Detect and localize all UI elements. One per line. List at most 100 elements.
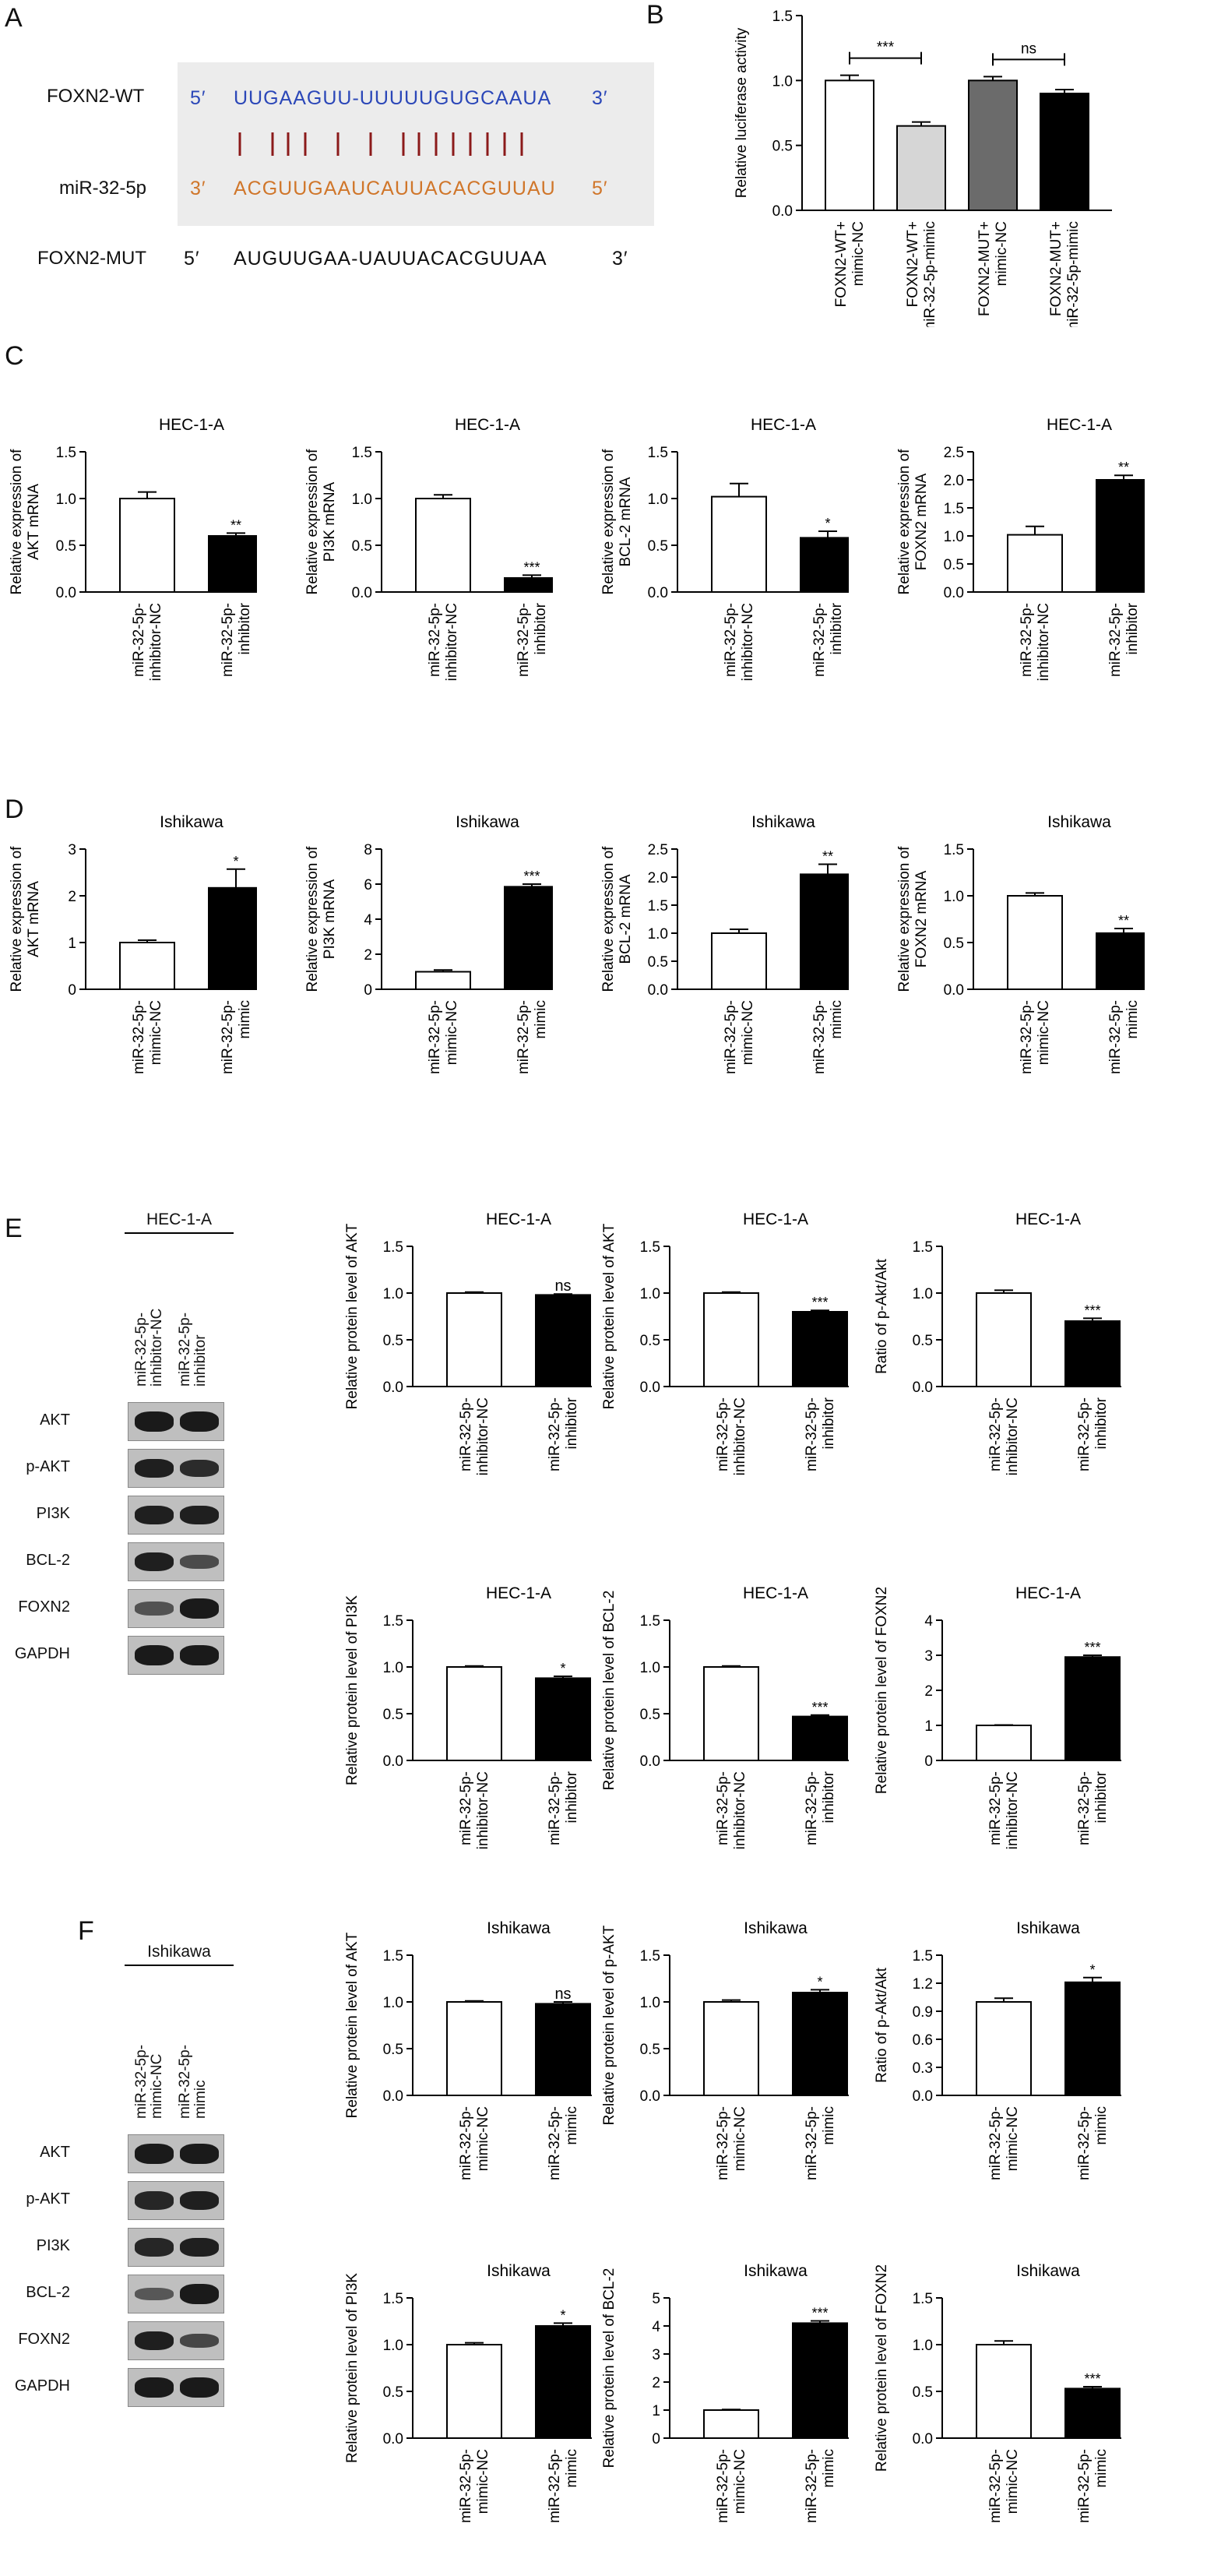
- y-tick-label: 0.0: [640, 1753, 660, 1770]
- bar: [703, 2409, 759, 2439]
- x-tick-label: miR-32-5p-: [1076, 2106, 1093, 2180]
- x-tick-label: inhibitor: [533, 602, 549, 654]
- y-tick-label: 0.0: [56, 585, 76, 601]
- mut-sequence: AUGUUGAA-UAUUACACGUUAA: [234, 248, 547, 270]
- y-tick-label: 0.5: [944, 557, 964, 573]
- significance-label: ***: [1084, 1302, 1100, 1318]
- blot-band: [135, 1602, 174, 1616]
- blot-strip: [128, 2134, 224, 2173]
- y-tick-label: 1.5: [352, 445, 372, 461]
- x-tick-label: miR-32-5p-: [131, 1000, 147, 1074]
- blot-band: [180, 2237, 219, 2257]
- chart-group: HEC-1-A Relative protein level of FOXN2 0 1…: [874, 1584, 1121, 1849]
- y-tick-label: 3: [68, 842, 76, 858]
- bar: [446, 1292, 502, 1387]
- y-axis-label: PI3K mRNA: [322, 879, 338, 959]
- bar: [504, 577, 553, 593]
- mir-label: miR-32-5p: [59, 178, 147, 199]
- mir-5prime: 5′: [592, 178, 608, 199]
- chart-e5-bcl2-protein: HEC-1-A Relative protein level of BCL-2 0.…: [601, 1584, 849, 1849]
- mut-5prime: 5′: [184, 248, 200, 270]
- significance-label: **: [230, 517, 241, 533]
- chart-f5-bcl2-protein: Ishikawa Relative protein level of BCL-2 0…: [601, 2262, 849, 2523]
- chart-group: Ishikawa Relative expression of PI3K mRNA 0…: [304, 813, 553, 1074]
- blot-lane-label: miR-32-5p- inhibitor: [177, 1312, 209, 1387]
- x-tick-label: FOXN2-MUT+: [1048, 221, 1064, 316]
- chart-group: Ishikawa Relative protein level of PI3K 0.…: [344, 2262, 592, 2523]
- x-tick-label: miR-32-5p-: [987, 2449, 1004, 2523]
- y-tick-label: 4: [924, 1613, 933, 1630]
- y-tick-label: 0.0: [640, 1380, 660, 1396]
- y-tick-label: 0.5: [383, 2042, 403, 2058]
- panel-letter-a: A: [5, 3, 23, 33]
- y-tick-label: 1: [652, 2403, 660, 2419]
- x-tick-label: inhibitor-NC: [1005, 1397, 1021, 1475]
- y-axis-label: Relative protein level of PI3K: [344, 2273, 361, 2463]
- wt-5prime: 5′: [190, 87, 206, 109]
- x-tick-label: inhibitor: [1124, 602, 1141, 654]
- y-tick-label: 4: [652, 2319, 660, 2335]
- bar: [119, 498, 175, 593]
- x-tick-label: mimic-NC: [444, 1000, 460, 1065]
- base-pair-lines: [238, 132, 523, 156]
- blot-band: [180, 2377, 219, 2398]
- blot-band: [180, 1505, 219, 1525]
- x-tick-label: miR-32-5p-: [1107, 603, 1124, 677]
- chart-group: HEC-1-A Relative expression of BCL-2 mRNA 0…: [600, 416, 849, 681]
- bar: [446, 2001, 502, 2096]
- blot-row-label: BCL-2: [26, 2284, 70, 2301]
- y-tick-label: 1.0: [640, 1995, 660, 2011]
- blot-band: [135, 2238, 174, 2257]
- y-tick-label: 0.0: [352, 585, 372, 601]
- y-tick-label: 0: [68, 982, 76, 999]
- chart-group: HEC-1-A Ratio of p-Akt/Akt 0.0 0.5 1.0 1.5 miR…: [874, 1210, 1121, 1475]
- y-axis-label: BCL-2 mRNA: [618, 874, 634, 964]
- bar: [976, 1292, 1032, 1387]
- y-tick-label: 2: [652, 2375, 660, 2391]
- chart-group: HEC-1-A Relative expression of AKT mRNA 0.0…: [9, 416, 257, 681]
- y-tick-label: 1.0: [383, 1995, 403, 2011]
- y-tick-label: 2.5: [944, 445, 964, 461]
- chart-title: Ishikawa: [1047, 813, 1111, 831]
- mut-3prime: 3′: [612, 248, 628, 270]
- y-tick-label: 1.0: [56, 492, 76, 508]
- bar: [825, 79, 874, 212]
- y-axis-label: Ratio of p-Akt/Akt: [874, 1967, 890, 2083]
- y-tick-label: 1.0: [383, 2338, 403, 2354]
- significance-label: ***: [523, 869, 540, 884]
- chart-f6-foxn2-protein: Ishikawa Relative protein level of FOXN2 0…: [874, 2262, 1121, 2523]
- wt-sequence: UUGAAGUU-UUUUUGUGCAAUA: [234, 87, 552, 109]
- y-tick-label: 2.0: [944, 473, 964, 489]
- x-tick-label: inhibitor: [1093, 1771, 1110, 1823]
- y-tick-label: 1.0: [913, 1286, 933, 1302]
- x-tick-label: mimic-NC: [475, 2106, 491, 2171]
- x-tick-label: miR-32-5p-: [1076, 1771, 1093, 1845]
- blot-band: [180, 1598, 219, 1619]
- significance-label: **: [1118, 913, 1129, 929]
- significance-label: ns: [554, 1277, 571, 1295]
- blot-band: [180, 1411, 219, 1432]
- blot-strip: [128, 1402, 224, 1441]
- x-tick-label: miR-32-5p-: [723, 1000, 739, 1074]
- x-tick-label: miR-32-5p-: [547, 2106, 563, 2180]
- x-tick-label: mimic-NC: [1005, 2449, 1021, 2514]
- bar: [208, 886, 257, 990]
- blot-row-label: AKT: [40, 1411, 70, 1429]
- y-tick-label: 0.5: [772, 139, 793, 155]
- y-tick-label: 0.5: [56, 538, 76, 555]
- x-tick-label: miR-32-5p-: [547, 1397, 563, 1471]
- bar: [535, 2003, 591, 2096]
- significance-label: *: [1089, 1962, 1095, 1978]
- blot-strip: [128, 2368, 224, 2407]
- y-axis-label: Relative protein level of AKT: [601, 1223, 618, 1409]
- x-tick-label: mimic: [533, 1000, 549, 1039]
- y-tick-label: 1.5: [944, 501, 964, 517]
- chart-d4-foxn2-mrna: Ishikawa Relative expression of FOXN2 mRNA…: [896, 813, 1145, 1074]
- x-tick-label: miR-32-5p-: [811, 603, 828, 677]
- x-tick-label: mimic: [1093, 2449, 1110, 2488]
- blot-row-label: GAPDH: [14, 2377, 70, 2395]
- y-tick-label: 2: [924, 1683, 933, 1700]
- y-tick-label: 1.0: [944, 529, 964, 545]
- x-tick-label: FOXN2-MUT+: [976, 221, 993, 316]
- x-tick-label: miR-32-5p-: [458, 1771, 474, 1845]
